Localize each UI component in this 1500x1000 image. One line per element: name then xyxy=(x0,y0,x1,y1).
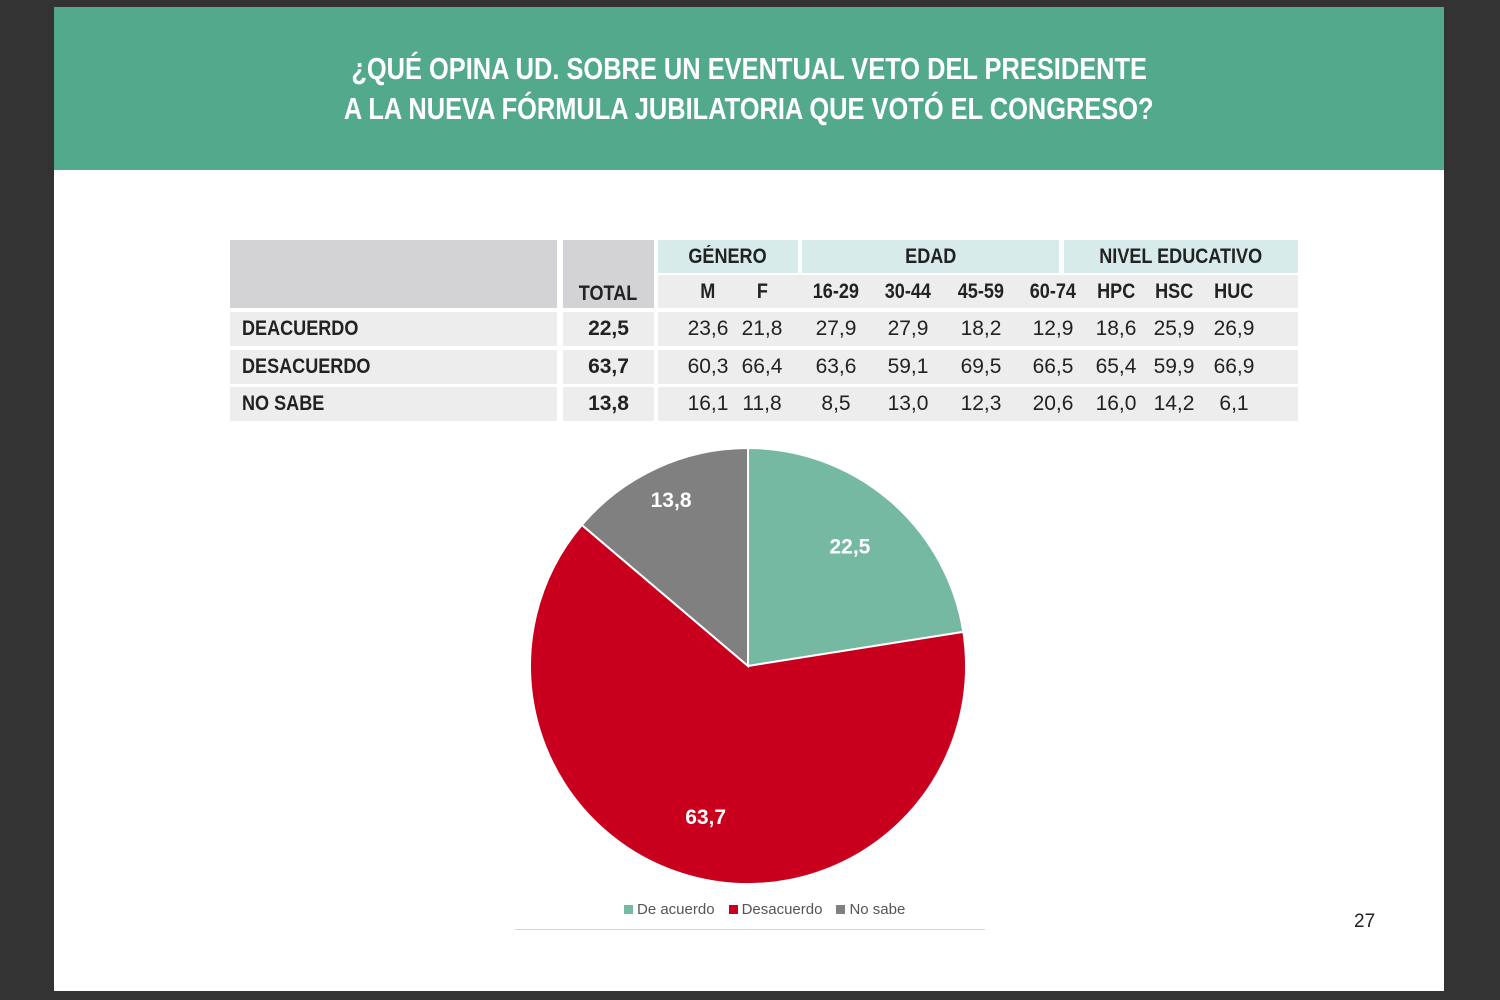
column-header-label: F xyxy=(756,279,768,303)
group-header-label: NIVEL EDUCATIVO xyxy=(1099,244,1263,268)
table-cell: 18,6 xyxy=(1095,317,1137,340)
column-header: M xyxy=(668,275,748,308)
pie-data-label: 63,7 xyxy=(685,806,726,829)
column-header: F xyxy=(722,275,802,308)
row-label-text: DESACUERDO xyxy=(242,355,371,378)
column-header-label: M xyxy=(700,279,716,303)
group-header-label: EDAD xyxy=(904,244,957,268)
table-cell: 26,9 xyxy=(1213,317,1255,340)
column-header: HUC xyxy=(1194,275,1274,308)
slide: ¿QUÉ OPINA UD. SOBRE UN EVENTUAL VETO DE… xyxy=(54,7,1444,991)
pie-slice-desacuerdo xyxy=(529,523,967,885)
row-label-text: NO SABE xyxy=(242,392,325,415)
column-header-label: HSC xyxy=(1154,279,1194,303)
table-cell: 66,4 xyxy=(741,355,783,378)
table-row-band xyxy=(658,312,1298,346)
legend-swatch-icon xyxy=(728,905,738,914)
table-cell-total: 63,7 xyxy=(563,350,654,384)
column-header: 60-74 xyxy=(1013,275,1093,308)
table-cell: 65,4 xyxy=(1095,355,1137,378)
table-cell: 16,0 xyxy=(1095,392,1137,415)
table-row-label: DEACUERDO xyxy=(230,312,557,346)
table-cell: 14,2 xyxy=(1153,392,1195,415)
row-label-header xyxy=(230,240,557,308)
table-cell-total: 22,5 xyxy=(563,312,654,346)
group-header: EDAD xyxy=(802,240,1059,273)
legend-label: De acuerdo xyxy=(637,901,715,918)
table-cell: 63,6 xyxy=(815,355,857,378)
legend-item-desacuerdo: Desacuerdo xyxy=(728,901,823,918)
table-cell: 59,9 xyxy=(1153,355,1195,378)
total-header: TOTAL xyxy=(563,240,654,308)
title-line-2: A LA NUEVA FÓRMULA JUBILATORIA QUE VOTÓ … xyxy=(344,90,1154,126)
table-cell: 8,5 xyxy=(821,392,851,415)
column-header: 45-59 xyxy=(941,275,1021,308)
table-cell: 66,5 xyxy=(1032,355,1074,378)
pie-data-label: 13,8 xyxy=(651,489,692,512)
table-cell: 59,1 xyxy=(887,355,929,378)
title-banner: ¿QUÉ OPINA UD. SOBRE UN EVENTUAL VETO DE… xyxy=(54,7,1444,170)
chart-legend: De acuerdo Desacuerdo No sabe xyxy=(624,901,905,918)
column-header: 16-29 xyxy=(796,275,876,308)
pie-data-label: 22,5 xyxy=(829,536,870,559)
legend-item-de-acuerdo: De acuerdo xyxy=(624,901,715,918)
table-cell: 23,6 xyxy=(687,317,729,340)
legend-divider xyxy=(515,929,985,930)
column-header-label: 16-29 xyxy=(812,279,860,303)
table-row-band xyxy=(658,387,1298,421)
column-header: 30-44 xyxy=(868,275,948,308)
group-header: GÉNERO xyxy=(658,240,798,273)
table-cell: 69,5 xyxy=(960,355,1002,378)
table-cell-total: 13,8 xyxy=(563,387,654,421)
legend-item-no-sabe: No sabe xyxy=(836,901,905,918)
legend-label: Desacuerdo xyxy=(741,901,823,918)
page-number: 27 xyxy=(1354,911,1376,932)
table-cell: 6,1 xyxy=(1219,392,1249,415)
group-header-label: GÉNERO xyxy=(688,244,768,268)
pie-slice-no-sabe xyxy=(580,446,749,669)
table-cell: 27,9 xyxy=(815,317,857,340)
legend-label: No sabe xyxy=(849,901,906,918)
table-row-band xyxy=(658,350,1298,384)
pie-slice-de-acuerdo xyxy=(747,446,965,668)
column-header-label: 45-59 xyxy=(957,279,1005,303)
total-header-label: TOTAL xyxy=(579,282,638,305)
column-header: HSC xyxy=(1134,275,1214,308)
table-cell: 21,8 xyxy=(741,317,783,340)
row-label-text: DEACUERDO xyxy=(242,317,359,340)
table-cell: 12,9 xyxy=(1032,317,1074,340)
legend-swatch-icon xyxy=(624,905,633,914)
table-cell: 12,3 xyxy=(960,392,1002,415)
column-header-label: HPC xyxy=(1096,279,1136,303)
table-cell: 16,1 xyxy=(687,392,729,415)
table-cell: 20,6 xyxy=(1032,392,1074,415)
table-cell: 13,0 xyxy=(887,392,929,415)
column-header-label: 30-44 xyxy=(884,279,932,303)
group-header: NIVEL EDUCATIVO xyxy=(1064,240,1298,273)
table-cell: 27,9 xyxy=(887,317,929,340)
table-cell: 18,2 xyxy=(960,317,1002,340)
title-line-1: ¿QUÉ OPINA UD. SOBRE UN EVENTUAL VETO DE… xyxy=(351,50,1147,86)
table-row-label: NO SABE xyxy=(230,387,557,421)
legend-swatch-icon xyxy=(836,905,846,914)
column-header-label: 60-74 xyxy=(1029,279,1077,303)
table-cell: 11,8 xyxy=(742,392,782,415)
table-row-label: DESACUERDO xyxy=(230,350,557,384)
table-cell: 60,3 xyxy=(687,355,729,378)
column-header-label: HUC xyxy=(1214,279,1254,303)
table-cell: 66,9 xyxy=(1213,355,1255,378)
table-cell: 25,9 xyxy=(1153,317,1195,340)
column-header: HPC xyxy=(1076,275,1156,308)
column-header-band xyxy=(658,275,1298,308)
